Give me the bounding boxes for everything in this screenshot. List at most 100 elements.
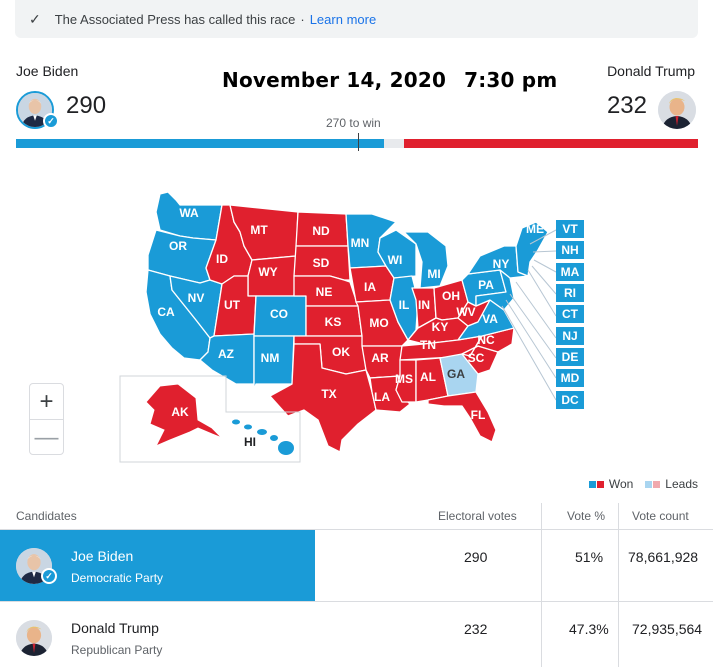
label-ok: OK (332, 345, 350, 359)
callout-label-de: DE (562, 350, 579, 364)
vote-count-cell: 72,935,564 (632, 621, 703, 637)
callout-label-nh: NH (561, 243, 578, 257)
label-wv: WV (456, 305, 475, 319)
callout-ri[interactable] (556, 284, 584, 302)
legend-rep-leads-swatch (653, 480, 661, 488)
legend-dem-leads-swatch (645, 480, 653, 488)
vote-pct-cell: 47.3% (569, 621, 609, 637)
label-co: CO (270, 307, 288, 321)
label-sd: SD (313, 256, 330, 270)
callout-dc[interactable] (556, 391, 584, 409)
callout-de[interactable] (556, 348, 584, 366)
callout-ct[interactable] (556, 305, 584, 323)
label-nv: NV (188, 291, 205, 305)
candidate-party: Democratic Party (71, 571, 164, 585)
legend-leads-label: Leads (665, 477, 698, 491)
label-fl: FL (471, 408, 486, 422)
candidate-name: Joe Biden (71, 548, 134, 564)
label-sc: SC (468, 351, 485, 365)
label-ar: AR (371, 351, 389, 365)
state-nm[interactable] (253, 335, 295, 391)
table-row[interactable]: Donald Trump Republican Party 232 47.3% … (0, 601, 713, 667)
vote-count-cell: 78,661,928 (628, 549, 699, 565)
legend-rep-won-swatch (596, 480, 604, 488)
label-nm: NM (261, 351, 280, 365)
label-mi: MI (427, 267, 440, 281)
state-ak[interactable] (145, 383, 223, 447)
label-ia: IA (364, 280, 376, 294)
table-row[interactable]: ✓ Joe Biden Democratic Party 290 51% 78,… (0, 530, 713, 601)
callout-label-md: MD (561, 371, 580, 385)
header-vote-pct: Vote % (567, 509, 606, 523)
legend-won-label: Won (608, 477, 634, 491)
results-table-header: Candidates Electoral votes Vote % Vote c… (0, 501, 713, 530)
state-tx[interactable] (269, 343, 377, 453)
winner-highlight (0, 530, 315, 601)
callout-vt[interactable] (556, 220, 584, 238)
label-pa: PA (478, 278, 494, 292)
candidate-party: Republican Party (71, 643, 163, 657)
biden-header-name: Joe Biden (16, 63, 79, 79)
trump-row-avatar (16, 620, 52, 656)
small-state-callouts (556, 220, 584, 409)
label-ak: AK (171, 405, 189, 419)
label-ut: UT (224, 298, 241, 312)
callout-md[interactable] (556, 369, 584, 387)
label-az: AZ (218, 347, 234, 361)
label-id: ID (216, 252, 228, 266)
label-mt: MT (250, 223, 268, 237)
banner-separator: · (300, 11, 305, 27)
date-time-heading: November 14, 2020 7:30 pm (222, 68, 557, 92)
banner-text: The Associated Press has called this rac… (54, 11, 296, 27)
column-divider (541, 503, 542, 667)
label-ny: NY (493, 257, 510, 271)
electoral-progress-bar (16, 133, 698, 151)
callout-nj[interactable] (556, 327, 584, 345)
label-ne: NE (316, 285, 333, 299)
state-mid-atlantic[interactable] (475, 269, 515, 311)
trump-header-name: Donald Trump (607, 63, 695, 79)
threshold-marker (358, 133, 359, 151)
label-hi: HI (244, 435, 256, 449)
label-ks: KS (325, 315, 342, 329)
electoral-votes-cell: 232 (464, 621, 488, 637)
callout-nh[interactable] (556, 241, 584, 259)
label-ky: KY (432, 320, 449, 334)
label-tx: TX (321, 387, 336, 401)
state-ga[interactable] (439, 353, 479, 397)
label-wy: WY (258, 265, 277, 279)
us-electoral-map[interactable]: WA OR CA NV ID MT WY UT AZ CO NM ND SD N… (0, 150, 713, 470)
callout-label-vt: VT (562, 222, 578, 236)
zoom-out-button[interactable]: — (30, 419, 63, 454)
learn-more-link[interactable]: Learn more (309, 11, 377, 27)
zoom-control: + — (29, 383, 64, 455)
winner-check-icon: ✓ (41, 568, 57, 584)
callout-label-ct: CT (562, 307, 579, 321)
state-fl[interactable] (427, 391, 497, 443)
state-ne-cluster[interactable] (515, 221, 549, 277)
label-va: VA (482, 312, 498, 326)
header-electoral-votes: Electoral votes (438, 509, 517, 523)
zoom-in-button[interactable]: + (39, 388, 54, 415)
label-nd: ND (312, 224, 330, 238)
label-tn: TN (420, 338, 436, 352)
trump-progress-fill (404, 139, 698, 148)
label-or: OR (169, 239, 187, 253)
candidate-name: Donald Trump (71, 620, 159, 636)
callout-label-ma: MA (561, 265, 580, 279)
checkmark-icon: ✓ (29, 10, 41, 27)
callout-ma[interactable] (556, 263, 584, 281)
to-win-label: 270 to win (326, 116, 381, 130)
electoral-votes-cell: 290 (464, 549, 488, 565)
column-divider (618, 503, 619, 667)
date-text: November 14, 2020 (222, 68, 447, 92)
callout-label-nj: NJ (562, 329, 577, 343)
label-me: ME (526, 222, 544, 236)
state-hi[interactable] (232, 419, 294, 456)
label-nc: NC (477, 333, 495, 347)
label-ca: CA (157, 305, 175, 319)
vote-pct-cell: 51% (575, 549, 604, 565)
inset-frame (119, 375, 301, 463)
map-legend: Won Leads (588, 477, 698, 491)
label-la: LA (374, 390, 390, 404)
